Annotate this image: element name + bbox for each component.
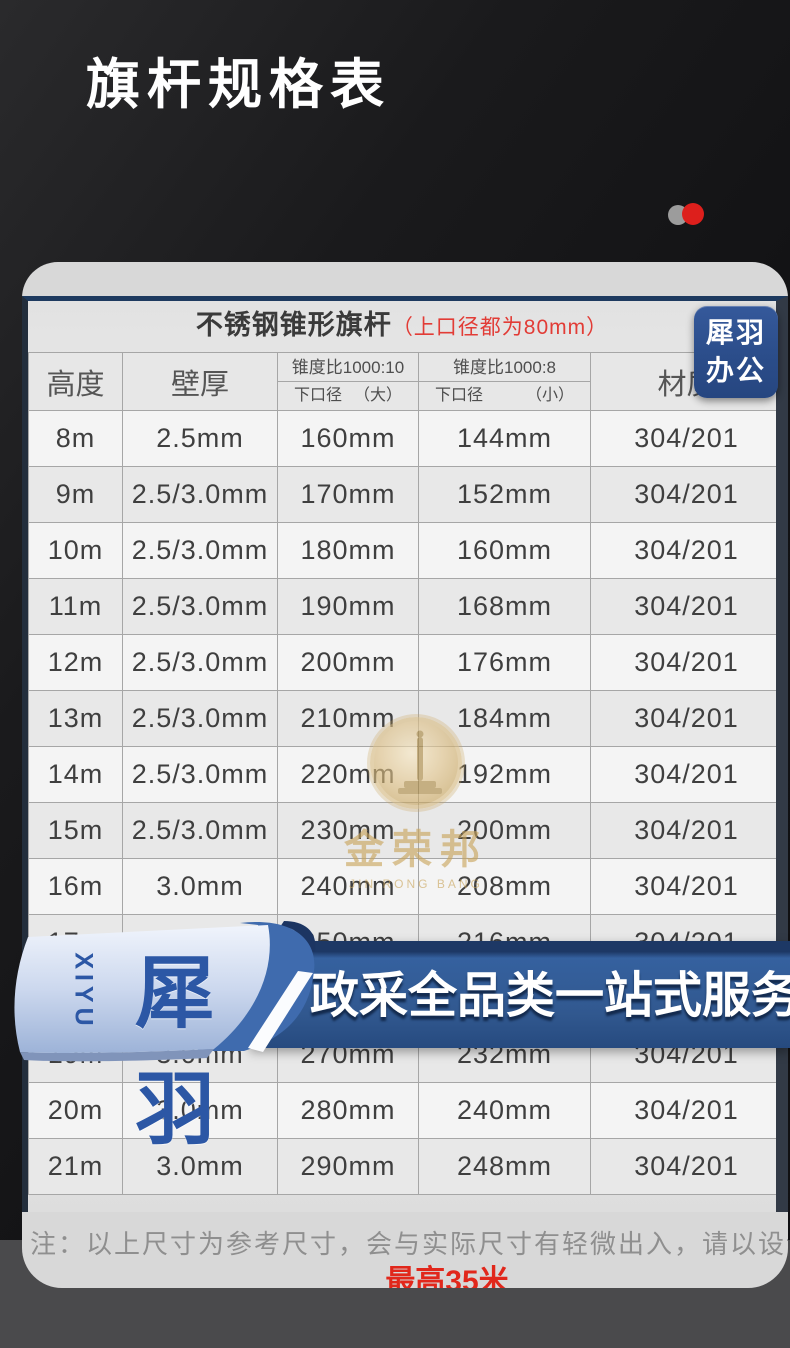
cell-thickness: 3.0mm xyxy=(122,1138,278,1195)
cell-thickness: 2.5/3.0mm xyxy=(122,578,278,635)
cell-height: 15m xyxy=(28,802,123,859)
cell-bottom-big: 190mm xyxy=(277,578,419,635)
spec-card: 不锈钢锥形旗杆（上口径都为80mm） 高度 壁厚 锥度比1000:10 下口径 xyxy=(22,262,788,1288)
cell-thickness: 2.5/3.0mm xyxy=(122,634,278,691)
cell-thickness: 2.5mm xyxy=(122,410,278,467)
table-row: 9m 2.5/3.0mm 170mm 152mm 304/201 xyxy=(28,466,776,523)
cell-material: 304/201 xyxy=(590,1082,776,1139)
cell-bottom-small: 248mm xyxy=(418,1138,591,1195)
cell-thickness: 2.5/3.0mm xyxy=(122,802,278,859)
cell-material: 304/201 xyxy=(590,466,776,523)
cell-height: 9m xyxy=(28,466,123,523)
page-title: 旗杆规格表 xyxy=(86,55,391,115)
table-row: 8m 2.5mm 160mm 144mm 304/201 xyxy=(28,410,776,467)
cell-material: 304/201 xyxy=(590,690,776,747)
bottom-diameter-text: 下口径 xyxy=(435,387,484,404)
cell-height: 13m xyxy=(28,690,123,747)
banner-latin: XIYU xyxy=(69,952,98,1031)
table-row: 20m 3.0mm 280mm 240mm 304/201 xyxy=(28,1082,776,1139)
cell-height: 8m xyxy=(28,410,123,467)
cell-bottom-small: 160mm xyxy=(418,522,591,579)
spec-table: 高度 壁厚 锥度比1000:10 下口径 （大） 锥度比1000:8 xyxy=(28,352,776,1195)
cell-height: 14m xyxy=(28,746,123,803)
cell-material: 304/201 xyxy=(590,746,776,803)
cell-height: 20m xyxy=(28,1082,123,1139)
taper-ratio-10-label: 锥度比1000:10 xyxy=(278,354,418,382)
promo-banner: 政采全品类一站式服务 XIYU 犀羽 xyxy=(0,915,790,1154)
cell-bottom-big: 170mm xyxy=(277,466,419,523)
banner-brand: 犀羽 xyxy=(135,949,217,1154)
table-row: 14m 2.5/3.0mm 220mm 192mm 304/201 xyxy=(28,746,776,803)
bottom-diameter-small-label: 下口径 （小） xyxy=(420,382,590,410)
col-header-height: 高度 xyxy=(28,352,123,411)
bottom-diameter-text: 下口径 xyxy=(294,387,343,404)
cell-bottom-big: 240mm xyxy=(277,858,419,915)
cell-bottom-small: 144mm xyxy=(418,410,591,467)
badge-line1: 犀羽 xyxy=(705,317,766,348)
cell-bottom-small: 200mm xyxy=(418,802,591,859)
cell-thickness: 3.0mm xyxy=(122,1082,278,1139)
cell-thickness: 2.5/3.0mm xyxy=(122,746,278,803)
photo-title-main: 不锈钢锥形旗杆 xyxy=(195,310,392,340)
banner-bar: 政采全品类一站式服务 xyxy=(250,941,790,1048)
cell-material: 304/201 xyxy=(590,410,776,467)
cell-bottom-small: 152mm xyxy=(418,466,591,523)
photo-title-note: （上口径都为80mm） xyxy=(391,316,609,339)
red-dot-icon xyxy=(682,203,704,225)
header-row: 高度 壁厚 锥度比1000:10 下口径 （大） 锥度比1000:8 xyxy=(28,352,776,411)
table-row: 16m 3.0mm 240mm 208mm 304/201 xyxy=(28,858,776,915)
table-row: 21m 3.0mm 290mm 248mm 304/201 xyxy=(28,1138,776,1195)
photo-title: 不锈钢锥形旗杆（上口径都为80mm） xyxy=(28,303,776,342)
big-suffix-text: （大） xyxy=(353,387,402,404)
banner-slogan: 政采全品类一站式服务 xyxy=(310,969,790,1023)
table-row: 13m 2.5/3.0mm 210mm 184mm 304/201 xyxy=(28,690,776,747)
bottom-diameter-big-label: 下口径 （大） xyxy=(279,382,418,410)
cell-material: 304/201 xyxy=(590,578,776,635)
cell-height: 21m xyxy=(28,1138,123,1195)
cell-thickness: 3.0mm xyxy=(122,858,278,915)
max-height-note: 最高35米 xyxy=(385,1265,509,1288)
xiyu-office-badge: 犀羽 办公 xyxy=(694,306,778,398)
cell-material: 304/201 xyxy=(590,634,776,691)
cell-bottom-small: 240mm xyxy=(418,1082,591,1139)
cell-bottom-small: 168mm xyxy=(418,578,591,635)
cell-bottom-small: 184mm xyxy=(418,690,591,747)
table-row: 10m 2.5/3.0mm 180mm 160mm 304/201 xyxy=(28,522,776,579)
cell-material: 304/201 xyxy=(590,858,776,915)
ribbon-icon xyxy=(14,921,316,1062)
cell-thickness: 2.5/3.0mm xyxy=(122,466,278,523)
cell-thickness: 2.5/3.0mm xyxy=(122,690,278,747)
cell-bottom-big: 220mm xyxy=(277,746,419,803)
cell-bottom-big: 210mm xyxy=(277,690,419,747)
overlapping-dots-icon xyxy=(668,203,712,227)
cell-bottom-big: 290mm xyxy=(277,1138,419,1195)
cell-bottom-big: 200mm xyxy=(277,634,419,691)
cell-material: 304/201 xyxy=(590,1138,776,1195)
table-row: 15m 2.5/3.0mm 230mm 200mm 304/201 xyxy=(28,802,776,859)
cell-height: 10m xyxy=(28,522,123,579)
cell-bottom-big: 160mm xyxy=(277,410,419,467)
cell-height: 11m xyxy=(28,578,123,635)
cell-bottom-big: 230mm xyxy=(277,802,419,859)
cell-height: 16m xyxy=(28,858,123,915)
cell-material: 304/201 xyxy=(590,802,776,859)
cell-bottom-small: 208mm xyxy=(418,858,591,915)
cell-height: 12m xyxy=(28,634,123,691)
col-header-taper-10: 锥度比1000:10 下口径 （大） xyxy=(277,352,419,411)
table-row: 12m 2.5/3.0mm 200mm 176mm 304/201 xyxy=(28,634,776,691)
col-header-thickness: 壁厚 xyxy=(122,352,278,411)
taper-ratio-8-label: 锥度比1000:8 xyxy=(419,354,590,382)
cell-material: 304/201 xyxy=(590,522,776,579)
cell-thickness: 2.5/3.0mm xyxy=(122,522,278,579)
small-suffix-text: （小） xyxy=(525,387,574,404)
cell-bottom-small: 192mm xyxy=(418,746,591,803)
cell-bottom-small: 176mm xyxy=(418,634,591,691)
col-header-taper-8: 锥度比1000:8 下口径 （小） xyxy=(418,352,591,411)
badge-line2: 办公 xyxy=(705,355,766,386)
cell-bottom-big: 180mm xyxy=(277,522,419,579)
cell-bottom-big: 280mm xyxy=(277,1082,419,1139)
table-row: 11m 2.5/3.0mm 190mm 168mm 304/201 xyxy=(28,578,776,635)
footnote: 注：以上尺寸为参考尺寸，会与实际尺寸有轻微出入，请以设计方案为准 xyxy=(30,1229,788,1259)
